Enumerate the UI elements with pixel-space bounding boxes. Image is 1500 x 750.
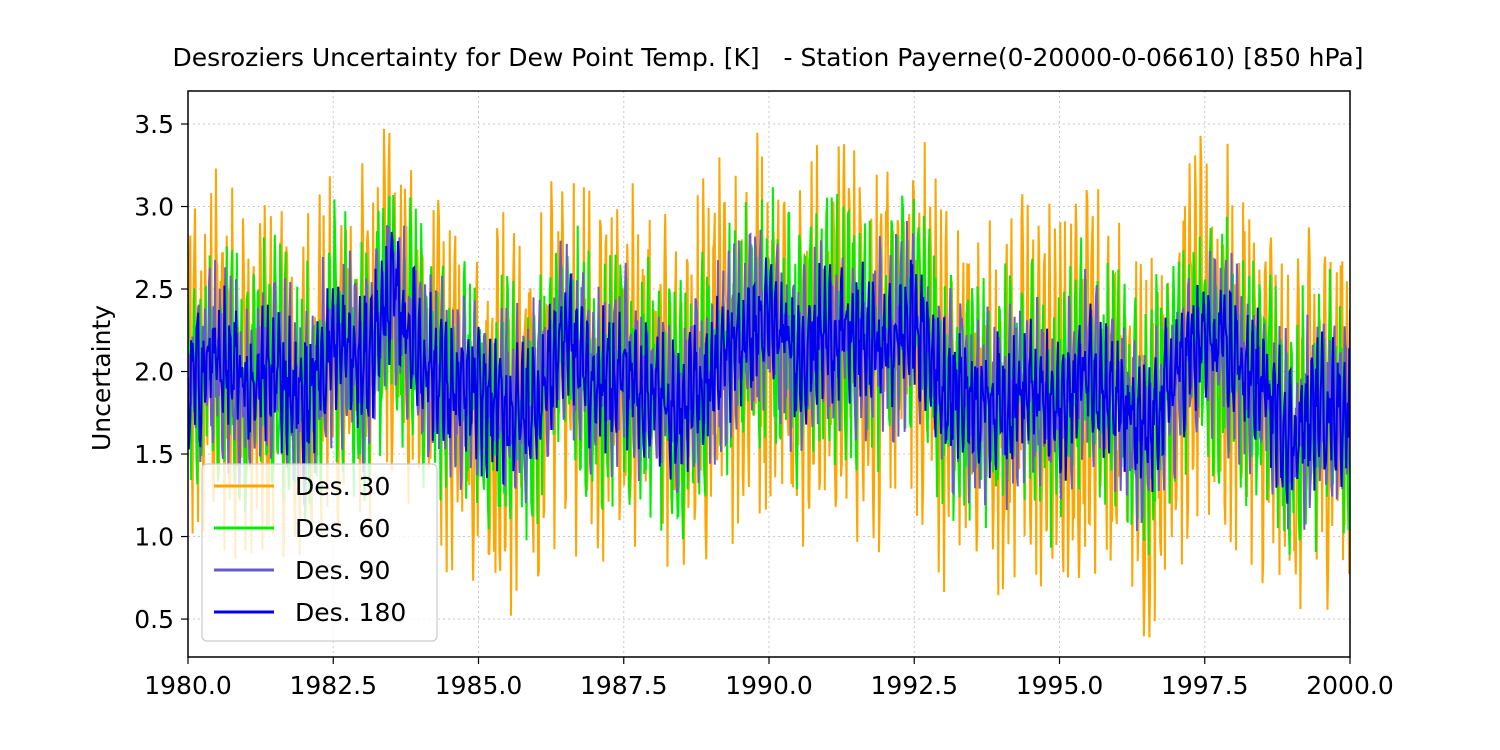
legend: Des. 30 Des. 60 Des. 90 Des. 180 xyxy=(201,463,438,642)
x-tick-label-3: 1987.5 xyxy=(580,671,667,700)
y-tick-label-6: 3.5 xyxy=(134,110,174,139)
x-tick-label-7: 1997.5 xyxy=(1161,671,1248,700)
x-tick-label-4: 1990.0 xyxy=(725,671,812,700)
legend-label-2: Des. 90 xyxy=(295,556,390,585)
y-tick-label-4: 2.5 xyxy=(134,275,174,304)
series-layer xyxy=(188,128,1350,638)
x-tick-label-5: 1992.5 xyxy=(871,671,958,700)
y-tick-label-3: 2.0 xyxy=(134,358,174,387)
y-tick-label-0: 0.5 xyxy=(134,605,174,634)
x-tick-label-1: 1982.5 xyxy=(290,671,377,700)
x-tick-label-8: 2000.0 xyxy=(1306,671,1393,700)
y-tick-label-5: 3.0 xyxy=(134,193,174,222)
legend-box xyxy=(201,463,438,642)
series-line-3 xyxy=(188,231,1350,504)
y-axis-label: Uncertainty xyxy=(87,305,116,451)
x-tick-label-2: 1985.0 xyxy=(435,671,522,700)
legend-label-3: Des. 180 xyxy=(295,598,406,627)
x-tick-label-6: 1995.0 xyxy=(1016,671,1103,700)
legend-label-0: Des. 30 xyxy=(295,472,390,501)
chart-title: Desroziers Uncertainty for Dew Point Tem… xyxy=(173,43,1364,72)
legend-label-1: Des. 60 xyxy=(295,514,390,543)
x-axis: 1980.0 1982.5 1985.0 1987.5 1990.0 1992.5 1995… xyxy=(144,657,1394,700)
y-tick-label-1: 1.0 xyxy=(134,523,174,552)
y-axis: 0.5 1.0 1.5 2.0 2.5 3.0 3.5 xyxy=(134,110,188,634)
x-tick-label-0: 1980.0 xyxy=(144,671,231,700)
y-tick-label-2: 1.5 xyxy=(134,440,174,469)
